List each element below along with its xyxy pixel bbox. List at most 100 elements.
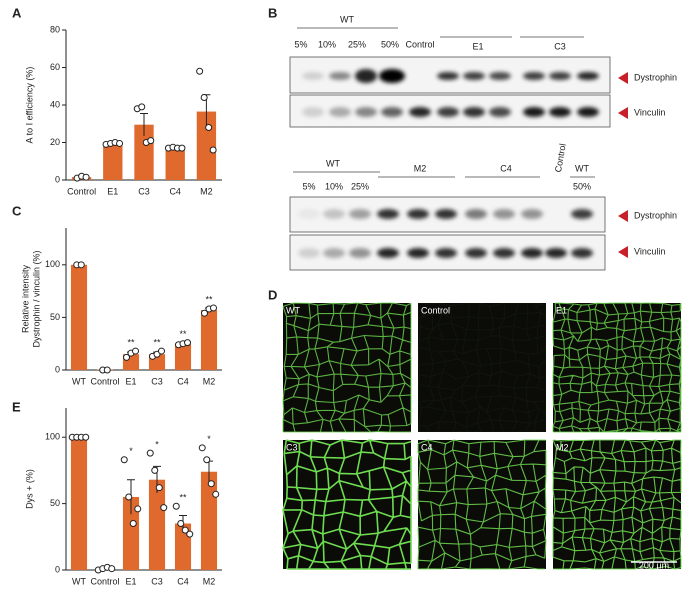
band <box>409 107 431 117</box>
x-tick-label: M2 <box>203 376 216 386</box>
band <box>435 209 457 219</box>
band <box>493 209 515 219</box>
band <box>377 248 399 258</box>
row-label: Vinculin <box>634 107 665 117</box>
band <box>521 209 543 219</box>
y-tick-label: 60 <box>50 62 60 72</box>
bands <box>302 69 599 117</box>
band <box>302 72 324 80</box>
significance: * <box>155 440 159 450</box>
data-point <box>209 146 217 154</box>
y-tick-label: 100 <box>45 432 60 442</box>
data-point <box>200 94 208 101</box>
panel-letter: B <box>268 5 277 20</box>
data-point <box>203 456 211 464</box>
band <box>302 107 324 117</box>
y-tick-label: 0 <box>55 174 60 184</box>
data-point <box>212 490 220 498</box>
micrograph-label: C4 <box>421 442 433 452</box>
y-axis-label: Relative intensity <box>20 264 30 333</box>
significance: * <box>129 446 133 456</box>
data-point <box>151 466 159 474</box>
error-bar <box>140 112 148 136</box>
bar <box>165 148 185 180</box>
x-tick-label: Control <box>90 376 119 386</box>
row-label: Dystrophin <box>634 210 677 220</box>
cell-membranes <box>552 439 682 570</box>
x-tick-label: C4 <box>177 376 189 386</box>
data-point <box>103 366 111 374</box>
lane-label: 25% <box>351 181 369 191</box>
lane-label: C3 <box>554 41 566 51</box>
data-point <box>129 520 137 528</box>
data-point <box>155 484 163 492</box>
arrow <box>618 210 628 222</box>
data-point <box>181 526 189 534</box>
micrograph-grid: WT Control E1 C3 C4 M2 200 μm <box>282 302 682 570</box>
band <box>523 107 545 117</box>
data-point <box>210 304 217 312</box>
x-tick-label: Control <box>67 186 96 196</box>
data-point <box>82 173 90 181</box>
band <box>298 209 320 219</box>
arrow <box>618 72 628 84</box>
band <box>377 209 399 219</box>
band <box>489 107 511 117</box>
panel-letter: A <box>12 5 22 20</box>
bar <box>200 471 218 570</box>
bar <box>70 264 88 370</box>
band <box>571 248 593 258</box>
lane-label: 10% <box>325 181 343 191</box>
band <box>379 69 405 83</box>
y-axis-label: Dystrophin / vinculin (%) <box>31 250 41 347</box>
band <box>355 107 377 117</box>
x-tick-label: E1 <box>125 576 136 586</box>
bar <box>70 437 88 570</box>
band <box>465 209 487 219</box>
significance: ** <box>179 493 187 503</box>
cell-membranes <box>417 439 547 570</box>
band <box>523 72 545 80</box>
band <box>329 72 351 80</box>
y-tick-label: 50 <box>50 312 60 322</box>
band <box>298 248 320 258</box>
bar <box>174 343 192 370</box>
significance: ** <box>127 337 135 347</box>
data-point <box>123 353 130 361</box>
significance: ** <box>153 337 161 347</box>
band <box>493 248 515 258</box>
panel-letter: D <box>268 287 277 302</box>
data-point <box>120 456 128 464</box>
band <box>463 72 485 80</box>
data-point <box>172 502 180 510</box>
lane-label: C4 <box>500 163 512 173</box>
band <box>463 107 485 117</box>
band <box>323 209 345 219</box>
lane-label: E1 <box>472 41 483 51</box>
x-tick-label: C3 <box>138 186 150 196</box>
band <box>407 209 429 219</box>
y-axis-label: Dys + (%) <box>24 469 34 509</box>
lane-label: 5% <box>294 39 307 49</box>
data-point <box>196 67 204 75</box>
lane-label: WT <box>340 14 354 24</box>
significance: * <box>207 434 211 444</box>
cell-membranes <box>417 302 547 433</box>
band <box>545 248 567 258</box>
data-point <box>201 309 208 317</box>
lane-label: Control <box>553 143 568 173</box>
micrograph-label: Control <box>421 305 450 315</box>
data-point <box>146 449 154 457</box>
x-tick-label: C4 <box>177 576 189 586</box>
data-point <box>158 347 165 355</box>
lane-label: Control <box>405 39 434 49</box>
cell-membranes <box>282 302 412 433</box>
data-point <box>184 339 191 347</box>
x-tick-label: E1 <box>125 376 136 386</box>
x-tick-label: C4 <box>169 186 181 196</box>
band <box>521 248 543 258</box>
panel-letter: C <box>12 203 22 218</box>
significance: ** <box>179 329 187 339</box>
data-point <box>178 144 186 152</box>
